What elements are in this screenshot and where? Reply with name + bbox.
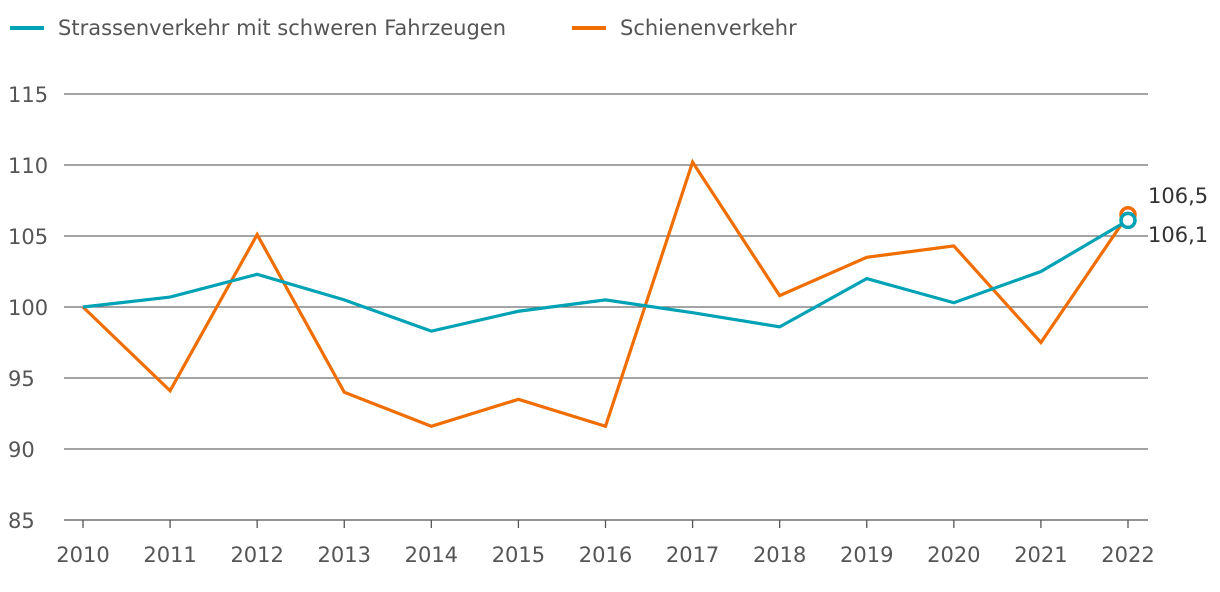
x-tick-label: 2018 — [753, 543, 806, 567]
y-tick-label: 90 — [8, 438, 35, 462]
legend-label: Schienenverkehr — [620, 16, 797, 40]
y-tick-label: 85 — [8, 509, 35, 533]
series-line — [81, 158, 1130, 429]
end-point-marker — [1119, 211, 1137, 230]
x-axis: 2010 2011 2012 2013 2014 2015 2016 2017 2018 2019… — [56, 520, 1155, 567]
x-tick-label: 2012 — [230, 543, 283, 567]
x-tick-label: 2010 — [56, 543, 109, 567]
x-tick-label: 2019 — [840, 543, 893, 567]
grid: 85 90 95 100 105 110 115 — [8, 83, 1148, 533]
x-tick-label: 2013 — [318, 543, 371, 567]
series-lines: 106,5 106,1 — [81, 158, 1208, 429]
series-line — [82, 219, 1129, 333]
x-tick-label: 2021 — [1014, 543, 1067, 567]
x-tick-label: 2020 — [927, 543, 980, 567]
y-tick-label: 95 — [8, 367, 35, 391]
y-tick-label: 100 — [8, 296, 48, 320]
y-tick-label: 110 — [8, 154, 48, 178]
legend: Strassenverkehr mit schweren Fahrzeugen S… — [10, 16, 797, 40]
end-value-label: 106,1 — [1148, 223, 1208, 247]
x-tick-label: 2022 — [1101, 543, 1154, 567]
y-tick-label: 115 — [8, 83, 48, 107]
y-tick-label: 105 — [8, 225, 48, 249]
x-tick-label: 2011 — [143, 543, 196, 567]
x-tick-label: 2014 — [405, 543, 458, 567]
x-tick-label: 2017 — [666, 543, 719, 567]
end-value-label: 106,5 — [1148, 184, 1208, 208]
legend-label: Strassenverkehr mit schweren Fahrzeugen — [58, 16, 506, 40]
x-tick-label: 2015 — [492, 543, 545, 567]
x-tick-label: 2016 — [579, 543, 632, 567]
